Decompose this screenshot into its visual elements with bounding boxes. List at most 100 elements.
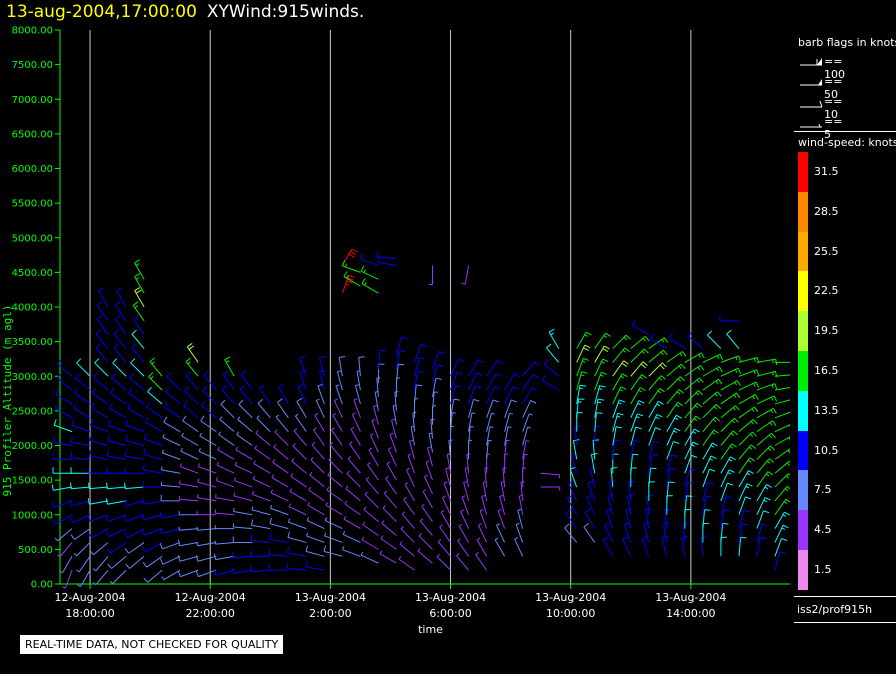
wind-barb xyxy=(395,350,406,370)
wind-barb xyxy=(720,469,735,488)
wind-barb xyxy=(774,498,790,516)
wind-barb xyxy=(342,531,361,543)
wind-barb xyxy=(738,523,749,543)
wind-barb xyxy=(774,551,786,571)
wind-barb xyxy=(132,315,145,335)
x-axis-label: time xyxy=(418,623,443,636)
wind-barb xyxy=(648,481,655,501)
wind-barb xyxy=(594,385,606,405)
wind-barb xyxy=(457,538,469,557)
wind-barb xyxy=(142,555,163,568)
wind-barb xyxy=(269,504,289,516)
wind-barb xyxy=(398,556,415,571)
wind-barb xyxy=(107,419,127,433)
wind-barb xyxy=(112,358,127,377)
wind-barb xyxy=(141,528,163,536)
colorbar-swatch xyxy=(798,271,808,312)
wind-barb xyxy=(55,402,73,419)
wind-barb xyxy=(756,432,776,446)
wind-barb xyxy=(328,456,343,474)
colorbar-swatch xyxy=(798,390,808,432)
wind-barb xyxy=(720,380,741,391)
wind-barb xyxy=(583,523,596,543)
wind-barb xyxy=(463,481,470,502)
barb-legend-label: == 100 xyxy=(824,55,845,81)
wind-barb xyxy=(299,355,307,377)
wind-barb xyxy=(774,386,790,391)
wind-barb xyxy=(355,384,361,405)
wind-barb xyxy=(630,426,642,446)
wind-barb xyxy=(478,523,488,543)
wind-barb xyxy=(113,329,127,349)
wind-barb xyxy=(486,439,492,460)
wind-barb xyxy=(202,385,217,405)
colorbar-swatch xyxy=(798,191,808,233)
wind-barb xyxy=(306,532,325,543)
wind-barb xyxy=(702,391,722,405)
wind-barb xyxy=(73,402,91,419)
wind-barb xyxy=(251,490,271,502)
y-tick-label: 5500.00 xyxy=(12,199,53,210)
wind-barb xyxy=(196,526,217,531)
wind-barb xyxy=(486,360,503,377)
wind-barb xyxy=(612,373,628,391)
wind-barb xyxy=(146,401,163,419)
wind-barb xyxy=(386,461,397,481)
wind-barb xyxy=(383,490,397,509)
wind-barb xyxy=(630,400,645,419)
wind-barb xyxy=(571,452,578,474)
wind-barb xyxy=(594,345,610,363)
wind-barb xyxy=(129,372,145,391)
wind-barb xyxy=(381,520,397,536)
wind-barb xyxy=(702,455,717,474)
wind-barb xyxy=(684,415,701,432)
wind-barb xyxy=(612,360,629,377)
wind-barb xyxy=(201,400,217,419)
wind-barb xyxy=(182,415,199,433)
wind-barb xyxy=(774,460,790,474)
wind-barb xyxy=(756,471,774,488)
wind-barb xyxy=(177,539,199,547)
wind-barb xyxy=(234,461,253,474)
wind-barb xyxy=(702,442,718,460)
wind-barb xyxy=(406,467,415,488)
wind-barb xyxy=(222,370,235,391)
wind-barb xyxy=(166,372,181,391)
wind-barb xyxy=(522,387,538,405)
wind-barb xyxy=(643,522,650,543)
wind-barb xyxy=(323,545,343,557)
wind-barb xyxy=(631,319,650,336)
wind-barb xyxy=(648,375,666,391)
wind-barb xyxy=(648,362,667,377)
wind-barb xyxy=(726,329,740,349)
wind-barb xyxy=(496,523,506,543)
wind-barb xyxy=(106,467,127,474)
wind-barb xyxy=(364,491,379,509)
wind-barb xyxy=(335,384,343,405)
wind-barb xyxy=(131,329,145,349)
wind-barb xyxy=(70,436,91,446)
wind-barb xyxy=(105,498,127,505)
wind-barb xyxy=(107,555,127,569)
wind-barb xyxy=(543,359,560,377)
wind-barb xyxy=(418,533,433,550)
x-tick-label-date: 12-Aug-2004 xyxy=(54,591,125,604)
wind-barb xyxy=(178,526,199,531)
wind-barb xyxy=(288,503,307,516)
wind-barb xyxy=(377,363,385,384)
wind-barb xyxy=(630,348,649,363)
wind-barb xyxy=(594,426,601,446)
wind-barb xyxy=(305,560,325,571)
colorbar-swatch xyxy=(798,510,808,551)
chart-title: XYWind:915winds. xyxy=(206,2,365,22)
wind-barb xyxy=(499,495,506,515)
wind-barb xyxy=(197,478,217,488)
wind-barb xyxy=(179,463,199,474)
wind-barb xyxy=(684,352,705,363)
wind-barb xyxy=(142,542,163,553)
wind-barb xyxy=(668,332,686,349)
wind-barb xyxy=(738,394,759,405)
wind-barb xyxy=(252,475,271,488)
wind-barb xyxy=(576,412,583,432)
wind-barb xyxy=(145,416,163,433)
